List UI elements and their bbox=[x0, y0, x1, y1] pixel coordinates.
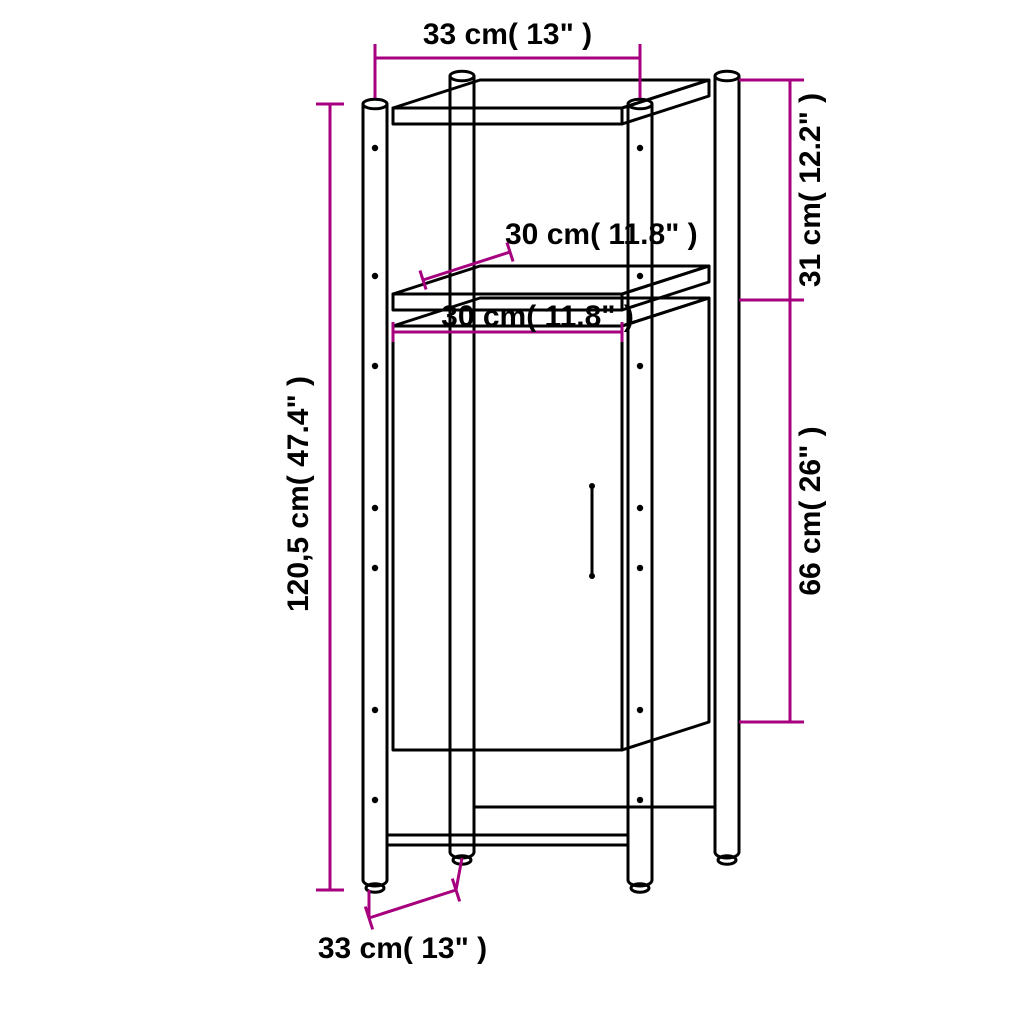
dim-door-width: 30 cm( 11.8" ) bbox=[441, 300, 634, 333]
dim-door-height: 66 cm( 26" ) bbox=[794, 426, 827, 595]
dim-shelf-depth: 30 cm( 11.8" ) bbox=[505, 218, 698, 251]
dim-total-height: 120,5 cm( 47.4" ) bbox=[282, 376, 315, 612]
dim-base-depth: 33 cm( 13" ) bbox=[318, 932, 487, 965]
dim-shelf-height: 31 cm( 12.2" ) bbox=[794, 93, 827, 287]
dim-top-width: 33 cm( 13" ) bbox=[423, 18, 592, 51]
